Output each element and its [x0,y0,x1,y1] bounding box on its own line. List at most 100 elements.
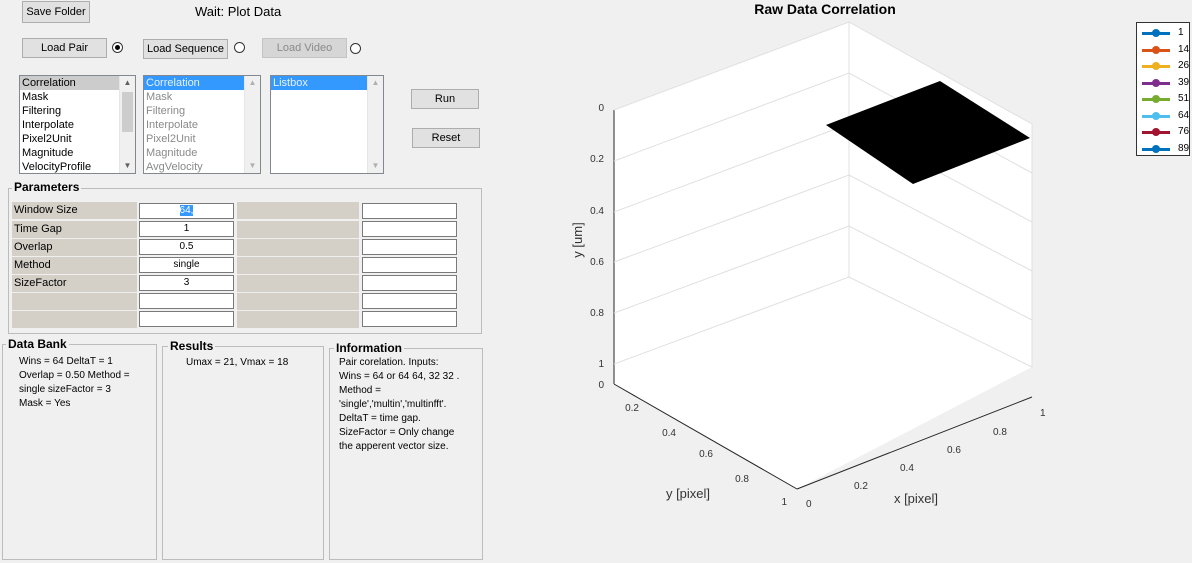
param-label-blank [237,293,359,310]
information-text: Pair corelation. Inputs: Wins = 64 or 64… [339,356,459,454]
legend-entry: 51 [1138,92,1189,106]
list-item[interactable]: AvgVelocity [146,161,203,173]
information-title: Information [334,341,404,355]
parameters-title: Parameters [12,180,82,194]
list-item[interactable]: Listbox [271,76,383,90]
scroll-up-icon[interactable]: ▲ [371,78,380,87]
save-folder-button[interactable]: Save Folder [22,1,90,23]
load-sequence-button[interactable]: Load Sequence [143,39,228,59]
load-video-button[interactable]: Load Video [262,38,347,58]
size-factor-field[interactable]: 3 [139,275,234,291]
param-label: Overlap [12,239,137,256]
axis-line [613,383,798,490]
output-listbox[interactable]: Listbox ▲ ▼ [270,75,384,174]
axis-line [796,396,1033,490]
list-item[interactable]: Magnitude [22,147,74,159]
information-line: Wins = 64 or 64 64, 32 32 . [339,371,460,382]
legend-label: 64 [1178,109,1190,121]
list-item[interactable]: Correlation [20,76,135,90]
list-item[interactable]: Pixel2Unit [146,133,196,145]
list-item[interactable]: Mask [22,91,49,103]
param-value: 64, [179,205,194,216]
legend-label: 39 [1178,76,1190,88]
legend-entry: 39 [1138,76,1190,90]
legend-label: 76 [1178,126,1190,137]
legend-entry: 1 [1138,26,1188,40]
param-field[interactable] [139,311,234,327]
param-field-secondary[interactable] [362,275,457,291]
databank-title: Data Bank [6,337,69,351]
legend-marker-icon [1152,95,1160,103]
floor-tick: 0.2 [625,403,639,414]
run-button[interactable]: Run [411,89,479,109]
param-label: Time Gap [12,221,137,238]
param-label-blank [237,221,359,238]
param-label-blank [237,275,359,292]
information-line: Pair corelation. Inputs: [339,357,439,368]
legend-marker-icon [1152,144,1160,153]
databank-text: Wins = 64 DeltaT = 1 Overlap = 0.50 Meth… [19,355,130,411]
list-item[interactable]: Pixel2Unit [22,133,72,145]
legend-marker-icon [1152,29,1160,37]
scrollbar[interactable]: ▲ ▼ [119,76,135,173]
information-panel [329,348,483,560]
legend-entry: 26 [1138,59,1189,73]
param-field-secondary[interactable] [362,293,457,309]
load-pair-radio[interactable] [112,42,123,53]
method-field[interactable]: single [139,257,234,273]
legend-marker-icon [1152,78,1160,87]
param-label-blank [237,257,359,274]
reset-button[interactable]: Reset [412,128,480,148]
databank-line: Overlap = 0.50 Method = [19,370,130,381]
scroll-up-icon[interactable]: ▲ [248,78,257,87]
window-size-field[interactable]: 64, [139,203,234,219]
status-text: Wait: Plot Data [195,4,282,19]
y-tick: 1 [598,359,604,370]
floor-tick: 0 [806,499,812,510]
legend-entry: 76 [1138,125,1190,139]
list-item[interactable]: Filtering [22,105,62,117]
scroll-up-icon[interactable]: ▲ [123,78,132,87]
param-field-secondary[interactable] [362,203,457,219]
y-axis-ticks: 0 0.2 0.4 0.6 0.8 1 [590,103,604,370]
param-field-secondary[interactable] [362,311,457,327]
scroll-down-icon[interactable]: ▼ [371,161,380,170]
list-item[interactable]: Mask [146,91,173,103]
list-item[interactable]: VelocityProfile [22,161,92,173]
time-gap-field[interactable]: 1 [139,221,234,237]
floor-tick: 0 [598,380,604,391]
list-item[interactable]: Magnitude [146,147,198,159]
plot-axes[interactable]: 0 0.2 0.4 0.6 0.8 1 0 0.2 0.4 0.6 0.8 1 … [540,18,1060,548]
floor-tick: 0.4 [662,428,676,439]
load-video-radio[interactable] [350,43,361,54]
scroll-down-icon[interactable]: ▼ [123,161,132,170]
list-item[interactable]: Interpolate [22,119,74,131]
results-panel [162,346,324,560]
floor-tick: 0.8 [735,474,749,485]
scroll-thumb[interactable] [122,92,133,132]
list-item[interactable]: Filtering [146,105,186,117]
applied-listbox[interactable]: Correlation Mask Filtering Interpolate P… [143,75,261,174]
param-field-secondary[interactable] [362,221,457,237]
floor-tick: 0.2 [854,481,868,492]
information-line: SizeFactor = Only change [339,427,455,438]
scroll-down-icon[interactable]: ▼ [248,161,257,170]
list-item[interactable]: Interpolate [146,119,198,131]
information-line: the apperent vector size. [339,441,449,452]
load-sequence-radio[interactable] [234,42,245,53]
z-axis-label: y [pixel] [666,486,710,501]
param-field[interactable] [139,293,234,309]
legend-label: 1 [1178,27,1184,38]
scrollbar[interactable]: ▲ ▼ [367,76,383,173]
list-item[interactable]: Correlation [144,76,260,90]
param-field-secondary[interactable] [362,239,457,255]
param-field-secondary[interactable] [362,257,457,273]
overlap-field[interactable]: 0.5 [139,239,234,255]
param-label-blank [237,311,359,328]
load-pair-button[interactable]: Load Pair [22,38,107,58]
y-tick: 0 [598,103,604,114]
scrollbar[interactable]: ▲ ▼ [244,76,260,173]
param-label: Window Size [12,202,137,219]
operations-listbox[interactable]: Correlation Mask Filtering Interpolate P… [19,75,136,174]
y-tick: 0.8 [590,308,604,319]
